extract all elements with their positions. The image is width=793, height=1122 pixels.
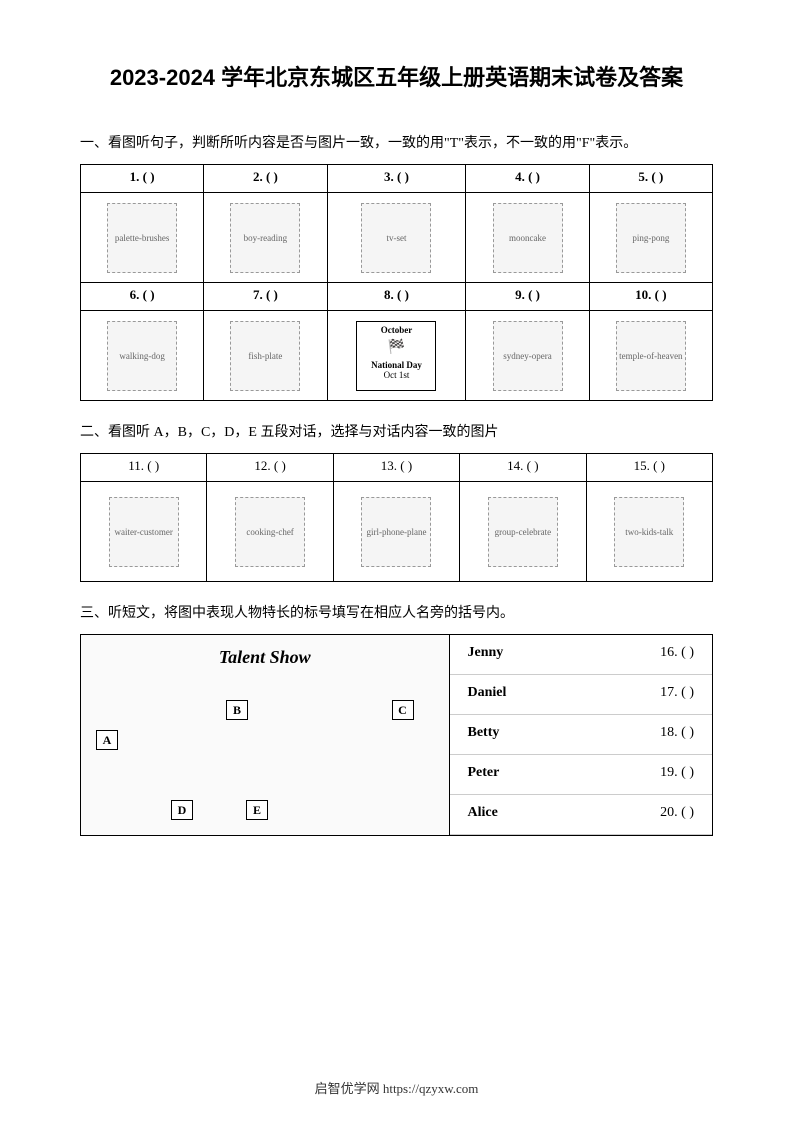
label-e: E	[246, 800, 268, 820]
sydney-opera-icon: sydney-opera	[493, 321, 563, 391]
q6-header: 6. ( )	[81, 283, 204, 311]
footer-text: 启智优学网 https://qzyxw.com	[0, 1078, 793, 1097]
section2-label: 二、看图听 A，B，C，D，E 五段对话，选择与对话内容一致的图片	[80, 421, 713, 441]
group-icon: group-celebrate	[488, 497, 558, 567]
answer-18: 18. ( )	[555, 714, 713, 754]
label-c: C	[392, 700, 414, 720]
q7-header: 7. ( )	[204, 283, 327, 311]
pingpong-icon: ping-pong	[616, 203, 686, 273]
q14-header: 14. ( )	[460, 454, 586, 482]
tv-icon: tv-set	[361, 203, 431, 273]
q13-header: 13. ( )	[333, 454, 459, 482]
q10-header: 10. ( )	[589, 283, 712, 311]
talent-banner: Talent Show	[219, 647, 311, 668]
section1-table: 1. ( ) 2. ( ) 3. ( ) 4. ( ) 5. ( ) palet…	[80, 164, 713, 401]
palette-icon: palette-brushes	[107, 203, 177, 273]
label-a: A	[96, 730, 118, 750]
q3-header: 3. ( )	[327, 165, 466, 193]
q11-header: 11. ( )	[81, 454, 207, 482]
q10-image-cell: temple-of-heaven	[589, 311, 712, 401]
q12-header: 12. ( )	[207, 454, 333, 482]
q1-header: 1. ( )	[81, 165, 204, 193]
waiter-icon: waiter-customer	[109, 497, 179, 567]
label-b: B	[226, 700, 248, 720]
answer-17: 17. ( )	[555, 674, 713, 714]
chef-icon: cooking-chef	[235, 497, 305, 567]
q14-image-cell: group-celebrate	[460, 482, 586, 582]
reading-icon: boy-reading	[230, 203, 300, 273]
q7-image-cell: fish-plate	[204, 311, 327, 401]
q15-image-cell: two-kids-talk	[586, 482, 712, 582]
fish-plate-icon: fish-plate	[230, 321, 300, 391]
name-alice: Alice	[450, 794, 555, 834]
section2-table: 11. ( ) 12. ( ) 13. ( ) 14. ( ) 15. ( ) …	[80, 453, 713, 582]
section3-label: 三、听短文，将图中表现人物特长的标号填写在相应人名旁的括号内。	[80, 602, 713, 622]
q5-image-cell: ping-pong	[589, 193, 712, 283]
calendar-date: Oct 1st	[360, 370, 432, 380]
q1-image-cell: palette-brushes	[81, 193, 204, 283]
section3-container: Talent Show A B C D E Jenny16. ( ) Danie…	[80, 634, 713, 836]
q4-header: 4. ( )	[466, 165, 589, 193]
section1-label: 一、看图听句子，判断所听内容是否与图片一致，一致的用"T"表示，不一致的用"F"…	[80, 132, 713, 152]
kids-talk-icon: two-kids-talk	[614, 497, 684, 567]
q12-image-cell: cooking-chef	[207, 482, 333, 582]
page-title: 2023-2024 学年北京东城区五年级上册英语期末试卷及答案	[80, 60, 713, 92]
calendar-month: October	[360, 325, 432, 335]
label-d: D	[171, 800, 193, 820]
names-panel: Jenny16. ( ) Daniel17. ( ) Betty18. ( ) …	[450, 635, 713, 835]
mooncake-icon: mooncake	[493, 203, 563, 273]
q5-header: 5. ( )	[589, 165, 712, 193]
answer-16: 16. ( )	[555, 635, 713, 674]
q6-image-cell: walking-dog	[81, 311, 204, 401]
phone-plane-icon: girl-phone-plane	[361, 497, 431, 567]
talent-show-scene: Talent Show A B C D E	[81, 635, 450, 835]
q4-image-cell: mooncake	[466, 193, 589, 283]
q8-header: 8. ( )	[327, 283, 466, 311]
q2-header: 2. ( )	[204, 165, 327, 193]
answer-19: 19. ( )	[555, 754, 713, 794]
q11-image-cell: waiter-customer	[81, 482, 207, 582]
name-peter: Peter	[450, 754, 555, 794]
name-jenny: Jenny	[450, 635, 555, 674]
q9-header: 9. ( )	[466, 283, 589, 311]
answer-20: 20. ( )	[555, 794, 713, 834]
q13-image-cell: girl-phone-plane	[333, 482, 459, 582]
q2-image-cell: boy-reading	[204, 193, 327, 283]
q3-image-cell: tv-set	[327, 193, 466, 283]
walking-dog-icon: walking-dog	[107, 321, 177, 391]
q9-image-cell: sydney-opera	[466, 311, 589, 401]
q15-header: 15. ( )	[586, 454, 712, 482]
name-betty: Betty	[450, 714, 555, 754]
calendar-icon: October 🏁 National Day Oct 1st	[356, 321, 436, 391]
calendar-label: National Day	[360, 360, 432, 370]
name-daniel: Daniel	[450, 674, 555, 714]
temple-icon: temple-of-heaven	[616, 321, 686, 391]
q8-image-cell: October 🏁 National Day Oct 1st	[327, 311, 466, 401]
